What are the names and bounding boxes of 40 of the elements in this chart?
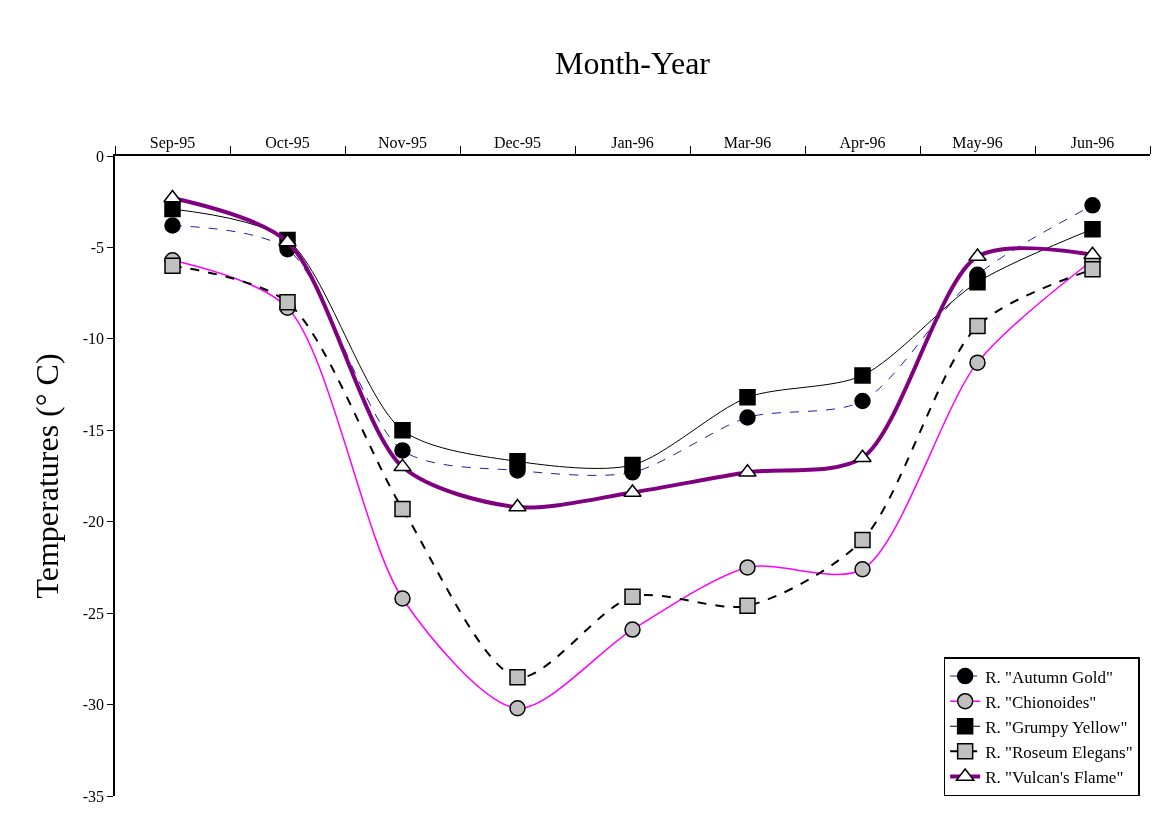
point (394, 422, 411, 439)
point (1084, 261, 1101, 278)
x-tick-label: Oct-95 (265, 133, 310, 151)
legend-label: R. "Chionoides" (985, 692, 1097, 712)
x-tick-label: Jan-96 (611, 133, 654, 151)
legend-label: R. "Autumn Gold" (985, 667, 1113, 687)
y-tick-label: -15 (82, 421, 105, 439)
x-tick-label: Jun-96 (1070, 133, 1115, 151)
y-tick-label: -20 (82, 513, 105, 531)
point (969, 273, 986, 291)
point (509, 453, 526, 470)
x-tick-label: May-96 (952, 133, 1003, 152)
x-tick-label: Nov-95 (378, 133, 427, 151)
y-tick-label: -35 (82, 787, 105, 805)
legend-label: R. "Grumpy Yellow" (985, 717, 1128, 737)
point (394, 500, 411, 518)
y-tick-label: -30 (82, 696, 105, 714)
x-tick-label: Apr-96 (839, 133, 886, 152)
point (624, 588, 641, 605)
point (279, 294, 296, 311)
point (739, 389, 756, 406)
y-axis-title: Temperatures (° C) (28, 353, 65, 599)
y-tick-label: -5 (90, 239, 105, 257)
point (739, 597, 756, 615)
point (854, 367, 871, 384)
y-tick-label: 0 (96, 147, 105, 165)
x-axis-title: Month-Year (555, 44, 711, 81)
x-tick-label: Mar-96 (723, 133, 772, 151)
x-tick-label: Dec-95 (493, 133, 542, 151)
point (1084, 220, 1101, 238)
point (969, 317, 986, 335)
point (624, 456, 641, 474)
point (854, 531, 871, 549)
y-tick-label: -25 (82, 604, 105, 622)
y-tick-label: -10 (82, 330, 105, 348)
legend-label: R. "Vulcan's Flame" (985, 768, 1124, 788)
point (164, 257, 181, 274)
x-tick-label: Sep-95 (149, 133, 196, 152)
point (509, 668, 526, 686)
legend-label: R. "Roseum Elegans" (985, 742, 1133, 762)
